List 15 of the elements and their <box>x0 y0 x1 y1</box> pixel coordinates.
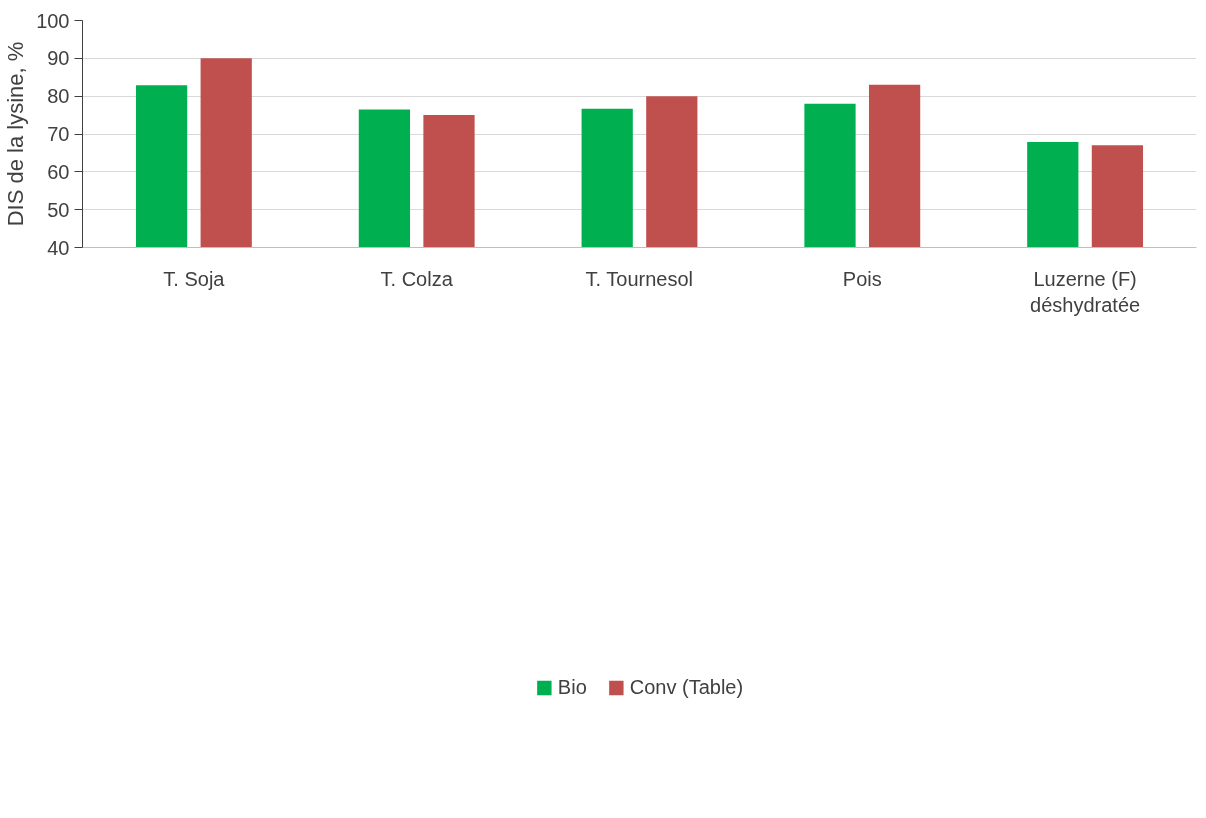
x-tick-label: T. Soja <box>163 267 226 290</box>
legend-label: Conv (Table) <box>629 675 744 699</box>
x-tick-label: T. Tournesol <box>585 267 694 290</box>
x-tick-label: T. Colza <box>380 267 454 290</box>
y-tick-label: 40 <box>47 236 70 259</box>
y-axis-title: DIS de la lysine, % <box>3 41 29 227</box>
y-tick-label: 70 <box>47 123 70 145</box>
y-tick-label: 50 <box>47 198 70 221</box>
y-tick-label: 60 <box>47 160 70 183</box>
y-tick-label: 90 <box>47 47 70 70</box>
y-tick-label: 100 <box>36 9 70 32</box>
legend-label: Bio <box>557 675 587 699</box>
x-tick-label: Luzerne (F) déshydratée <box>1030 267 1141 316</box>
x-tick-label: Pois <box>842 267 882 290</box>
y-tick-label: 80 <box>47 85 70 108</box>
